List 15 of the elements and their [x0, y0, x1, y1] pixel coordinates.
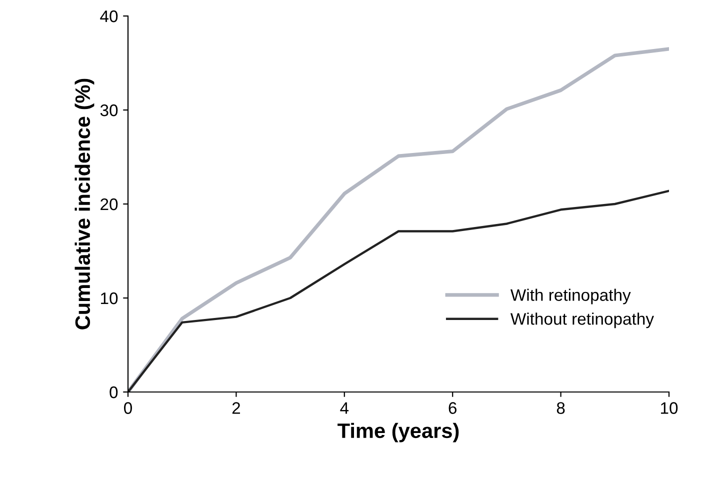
- legend-label: With retinopathy: [510, 288, 631, 304]
- x-tick-label: 0: [124, 402, 132, 414]
- x-tick-label: 10: [661, 402, 678, 414]
- x-tick-label: 4: [340, 402, 349, 414]
- y-axis-title: Cumulative incidence (%): [74, 78, 94, 330]
- legend-label: Without retinopathy: [510, 312, 654, 328]
- y-tick-label: 10: [101, 292, 118, 304]
- y-tick-label: 40: [100, 10, 118, 22]
- y-tick-label: 30: [100, 104, 118, 116]
- y-tick-label: 0: [110, 386, 118, 398]
- y-tick-label: 20: [100, 198, 118, 210]
- x-axis-title: Time (years): [338, 422, 459, 442]
- x-tick-label: 8: [556, 402, 565, 414]
- x-tick-label: 6: [448, 402, 456, 414]
- x-tick-label: 2: [232, 402, 240, 414]
